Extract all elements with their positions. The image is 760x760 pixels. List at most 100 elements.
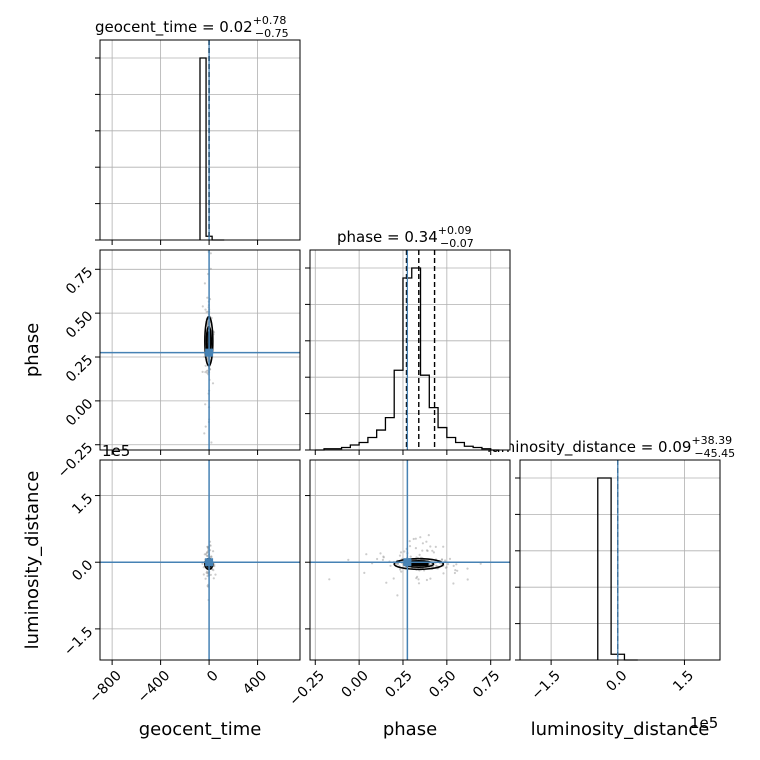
- scatter-phase-vs-luminosity-distance-point-159: [421, 549, 424, 552]
- scatter-phase-vs-luminosity-distance-point-225: [479, 562, 482, 565]
- panels: −800 −400 0 400 −0.25 0.00 0.25 0.50 0.75 −1.5 0.0…: [55, 39, 721, 709]
- scatter-geocent-time-vs-phase-point-131: [212, 331, 216, 334]
- scatter-phase-vs-luminosity-distance-point-10: [419, 536, 422, 539]
- scatter-phase-vs-luminosity-distance-point-257: [400, 570, 403, 573]
- scatter-geocent-time-vs-phase-point-16: [203, 282, 206, 285]
- yticklabel-luminosity-distance-2: 1.5: [69, 491, 96, 518]
- title-geocent-time-text: geocent_time = 0.02: [95, 18, 253, 37]
- scatter-phase-vs-luminosity-distance-truth-marker: [403, 558, 412, 567]
- scatter-phase-vs-luminosity-distance-point-199: [456, 569, 459, 572]
- scatter-phase-vs-luminosity-distance-point-126: [442, 572, 445, 575]
- scatter-geocent-time-vs-luminosity-distance-bg: [100, 460, 300, 660]
- scatter-phase-vs-luminosity-distance-point-189: [442, 545, 445, 548]
- scatter-phase-vs-luminosity-distance-point-198: [385, 581, 388, 584]
- scatter-phase-vs-luminosity-distance-point-228: [452, 564, 455, 568]
- scatter-phase-vs-luminosity-distance-point-112: [429, 577, 432, 580]
- scatter-phase-vs-luminosity-distance-point-160: [398, 554, 402, 557]
- scatter-phase-vs-luminosity-distance-point-179: [408, 540, 411, 543]
- scatter-phase-vs-luminosity-distance-point-79: [392, 577, 395, 580]
- scatter-phase-vs-luminosity-distance-point-86: [421, 542, 424, 545]
- scatter-phase-vs-luminosity-distance-point-255: [466, 578, 469, 581]
- title-phase-text: phase = 0.34: [337, 228, 438, 246]
- hist-phase-bg: [310, 250, 510, 450]
- x-offset-label: 1e5: [690, 714, 718, 732]
- scatter-phase-vs-luminosity-distance-point-249: [363, 571, 366, 575]
- scatter-geocent-time-vs-luminosity-distance-point-222: [206, 554, 209, 557]
- scatter-phase-vs-luminosity-distance-point-256: [412, 537, 415, 541]
- scatter-phase-vs-luminosity-distance-point-67: [328, 578, 331, 581]
- yticklabel-phase-4: 0.75: [63, 264, 96, 297]
- scatter-phase-vs-luminosity-distance-point-87: [440, 558, 444, 561]
- scatter-geocent-time-vs-luminosity-distance-point-196: [209, 544, 212, 547]
- scatter-geocent-time-vs-luminosity-distance-frame: [99, 459, 301, 661]
- hist-luminosity-distance-bg: [520, 460, 720, 660]
- title-phase-minus: −0.07: [440, 237, 474, 250]
- hist-phase-steps: [315, 267, 500, 451]
- scatter-phase-vs-luminosity-distance-point-246: [379, 552, 382, 555]
- xticklabel-phase-1: 0.00: [338, 668, 371, 701]
- scatter-phase-vs-luminosity-distance-density-core: [408, 561, 429, 567]
- scatter-phase-vs-luminosity-distance-point-42: [427, 534, 430, 537]
- title-luminosity-distance-minus: −45.45: [694, 447, 735, 460]
- title-luminosity-distance-plus: +38.39: [691, 434, 732, 447]
- scatter-geocent-time-vs-phase-point-177: [209, 267, 212, 270]
- scatter-geocent-time-vs-phase-point-2: [210, 441, 213, 444]
- yticklabel-phase-3: 0.50: [63, 308, 96, 341]
- scatter-phase-vs-luminosity-distance-point-11: [466, 567, 469, 570]
- scatter-phase-vs-luminosity-distance-point-56: [434, 545, 437, 549]
- scatter-phase-vs-luminosity-distance-point-215: [454, 569, 457, 572]
- scatter-geocent-time-vs-phase-point-123: [205, 369, 208, 372]
- scatter-geocent-time-vs-luminosity-distance-point-214: [202, 566, 205, 569]
- scatter-geocent-time-vs-phase-point-42: [204, 403, 207, 406]
- scatter-phase-vs-luminosity-distance-point-113: [396, 594, 399, 597]
- scatter-phase-vs-luminosity-distance-point-165: [444, 566, 447, 569]
- xticklabel-luminosity-distance-0: −1.5: [528, 668, 563, 703]
- scatter-phase-vs-luminosity-distance-point-236: [425, 540, 428, 543]
- scatter-phase-vs-luminosity-distance-point-117: [347, 558, 350, 562]
- scatter-phase-vs-luminosity-distance-point-104: [403, 550, 406, 553]
- scatter-phase-vs-luminosity-distance-point-7: [376, 557, 379, 561]
- scatter-geocent-time-vs-luminosity-distance-point-236: [212, 577, 215, 580]
- scatter-phase-vs-luminosity-distance-point-167: [431, 549, 434, 552]
- xticklabel-phase-4: 0.75: [470, 668, 503, 701]
- scatter-geocent-time-vs-luminosity-distance-point-104: [209, 573, 212, 577]
- scatter-phase-vs-luminosity-distance-point-213: [365, 553, 368, 556]
- scatter-geocent-time-vs-phase-frame: [99, 249, 301, 451]
- xticklabel-geocent-time-2: 0: [204, 668, 222, 686]
- scatter-geocent-time-vs-luminosity-distance-point-218: [213, 564, 216, 568]
- scatter-phase-vs-luminosity-distance-point-114: [409, 555, 412, 558]
- xticklabel-luminosity-distance-1: 0.0: [603, 668, 630, 695]
- xticklabel-phase-2: 0.25: [382, 668, 415, 701]
- title-luminosity-distance-text: luminosity_distance = 0.09: [487, 438, 691, 457]
- xticklabel-phase-3: 0.50: [426, 668, 459, 701]
- scatter-phase-vs-luminosity-distance-point-240: [382, 555, 385, 558]
- xticklabel-geocent-time-3: 400: [240, 668, 270, 698]
- scatter-phase-vs-luminosity-distance-point-224: [455, 563, 458, 566]
- hist-luminosity-distance-frame: [519, 459, 721, 661]
- scatter-geocent-time-vs-phase-point-216: [211, 382, 215, 385]
- xticklabel-geocent-time-0: −800: [86, 668, 125, 707]
- yticklabel-luminosity-distance-1: 0.0: [69, 557, 96, 584]
- scatter-phase-vs-luminosity-distance-point-90: [399, 568, 402, 571]
- hist-phase-frame: [309, 249, 511, 451]
- scatter-phase-vs-luminosity-distance-point-243: [417, 578, 420, 581]
- scatter-geocent-time-vs-luminosity-distance-point-132: [212, 550, 215, 553]
- scatter-geocent-time-vs-phase-point-245: [206, 296, 209, 299]
- scatter-geocent-time-vs-phase-point-87: [201, 305, 204, 308]
- scatter-phase-vs-luminosity-distance-point-254: [435, 564, 438, 567]
- ylabel-luminosity-distance: luminosity_distance: [22, 471, 43, 650]
- scatter-phase-vs-luminosity-distance-point-30: [425, 578, 428, 582]
- yticklabel-phase-0: −0.25: [55, 440, 97, 482]
- scatter-geocent-time-vs-luminosity-distance-point-174: [201, 562, 204, 565]
- scatter-phase-vs-luminosity-distance-point-0: [399, 551, 403, 554]
- xticklabel-geocent-time-1: −400: [135, 668, 174, 707]
- scatter-phase-vs-luminosity-distance-point-182: [448, 557, 452, 561]
- scatter-phase-vs-luminosity-distance-contour-outer: [393, 557, 445, 571]
- xlabel-geocent-time: geocent_time: [139, 719, 262, 740]
- scatter-geocent-time-vs-phase-point-228: [205, 310, 208, 313]
- title-geocent-time-minus: −0.75: [255, 27, 289, 40]
- title-geocent-time-plus: +0.78: [253, 14, 287, 27]
- scatter-phase-vs-luminosity-distance-point-20: [418, 553, 421, 557]
- scatter-geocent-time-vs-phase-point-80: [204, 425, 207, 428]
